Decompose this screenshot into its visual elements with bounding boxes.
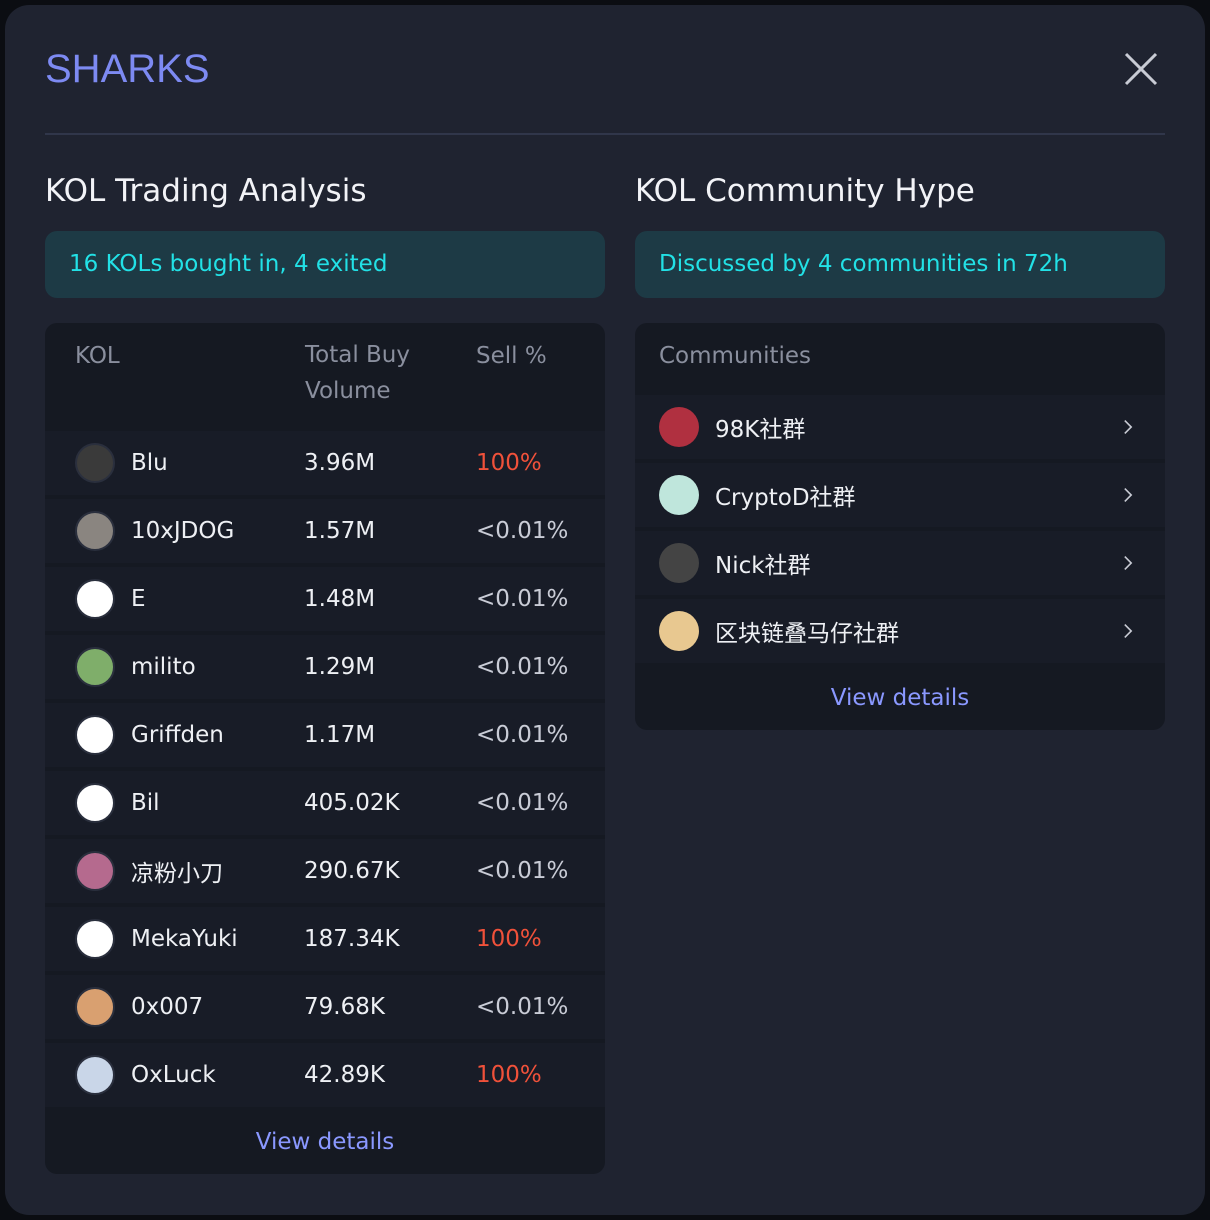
- avatar: [659, 475, 699, 515]
- kol-row: E 1.48M <0.01%: [45, 567, 605, 631]
- modal: SHARKS KOL Trading Analysis 16 KOLs boug…: [5, 5, 1205, 1215]
- avatar: [75, 647, 115, 687]
- kol-row: 凉粉小刀 290.67K <0.01%: [45, 839, 605, 903]
- sell-percent: <0.01%: [476, 858, 569, 884]
- kol-row: 0x007 79.68K <0.01%: [45, 975, 605, 1039]
- kol-row: MekaYuki 187.34K 100%: [45, 907, 605, 971]
- community-row[interactable]: 98K社群: [635, 395, 1165, 459]
- community-row[interactable]: 区块链叠马仔社群: [635, 599, 1165, 663]
- chevron: [1124, 488, 1133, 502]
- kol-name: MekaYuki: [131, 926, 238, 952]
- kol-row: OxLuck 42.89K 100%: [45, 1043, 605, 1107]
- avatar: [75, 987, 115, 1027]
- chevron: [1124, 556, 1133, 570]
- modal-title: SHARKS: [45, 47, 210, 91]
- buy-volume: 1.57M: [304, 518, 376, 544]
- kol-name: 0x007: [131, 994, 204, 1020]
- kol-row: milito 1.29M <0.01%: [45, 635, 605, 699]
- buy-volume: 79.68K: [304, 994, 385, 1020]
- summary-banner: Discussed by 4 communities in 72h: [635, 231, 1165, 298]
- chevron: [1124, 420, 1133, 434]
- kol-table: KOL Total Buy Volume Sell % View details…: [45, 323, 605, 1174]
- sell-percent: <0.01%: [476, 790, 569, 816]
- chevron: [1124, 624, 1133, 638]
- divider: [45, 133, 1165, 135]
- buy-volume: 405.02K: [304, 790, 400, 816]
- column-header: Total Buy Volume: [305, 342, 410, 404]
- column-header: Sell %: [476, 343, 547, 369]
- sell-percent: 100%: [476, 926, 542, 952]
- buy-volume: 42.89K: [304, 1062, 385, 1088]
- buy-volume: 1.29M: [304, 654, 376, 680]
- kol-name: Griffden: [131, 722, 224, 748]
- avatar: [75, 511, 115, 551]
- view-details-link[interactable]: View details: [255, 1129, 395, 1155]
- avatar: [75, 1055, 115, 1095]
- sell-percent: 100%: [476, 1062, 542, 1088]
- kol-name: 凉粉小刀: [131, 861, 223, 887]
- sell-percent: <0.01%: [476, 994, 569, 1020]
- avatar: [75, 443, 115, 483]
- avatar: [75, 919, 115, 959]
- close-button[interactable]: [1123, 51, 1159, 87]
- kol-row: 10xJDOG 1.57M <0.01%: [45, 499, 605, 563]
- section-heading: KOL Trading Analysis: [45, 173, 367, 209]
- community-name: CryptoD社群: [715, 485, 856, 511]
- avatar: [659, 407, 699, 447]
- sell-percent: 100%: [476, 450, 542, 476]
- community-row[interactable]: Nick社群: [635, 531, 1165, 595]
- buy-volume: 1.17M: [304, 722, 376, 748]
- community-list: Communities View details 98K社群 CryptoD社群 N…: [635, 323, 1165, 730]
- sell-percent: <0.01%: [476, 586, 569, 612]
- section-heading: KOL Community Hype: [635, 173, 975, 209]
- sell-percent: <0.01%: [476, 722, 569, 748]
- kol-row: Bil 405.02K <0.01%: [45, 771, 605, 835]
- avatar: [75, 715, 115, 755]
- avatar: [75, 579, 115, 619]
- buy-volume: 187.34K: [304, 926, 400, 952]
- kol-name: Blu: [131, 450, 168, 476]
- kol-row: Griffden 1.17M <0.01%: [45, 703, 605, 767]
- community-name: 区块链叠马仔社群: [715, 621, 899, 647]
- community-name: Nick社群: [715, 553, 811, 579]
- kol-name: OxLuck: [131, 1062, 216, 1088]
- kol-row: Blu 3.96M 100%: [45, 431, 605, 495]
- column-header: Communities: [659, 343, 812, 369]
- view-details-link[interactable]: View details: [830, 685, 970, 711]
- avatar: [75, 851, 115, 891]
- column-header: KOL: [75, 343, 120, 369]
- community-row[interactable]: CryptoD社群: [635, 463, 1165, 527]
- buy-volume: 1.48M: [304, 586, 376, 612]
- buy-volume: 3.96M: [304, 450, 376, 476]
- avatar: [75, 783, 115, 823]
- kol-name: 10xJDOG: [131, 518, 235, 544]
- kol-name: Bil: [131, 790, 160, 816]
- buy-volume: 290.67K: [304, 858, 400, 884]
- kol-name: milito: [131, 654, 196, 680]
- kol-name: E: [131, 586, 146, 612]
- summary-banner: 16 KOLs bought in, 4 exited: [45, 231, 605, 298]
- avatar: [659, 611, 699, 651]
- community-name: 98K社群: [715, 417, 806, 443]
- sell-percent: <0.01%: [476, 518, 569, 544]
- avatar: [659, 543, 699, 583]
- sell-percent: <0.01%: [476, 654, 569, 680]
